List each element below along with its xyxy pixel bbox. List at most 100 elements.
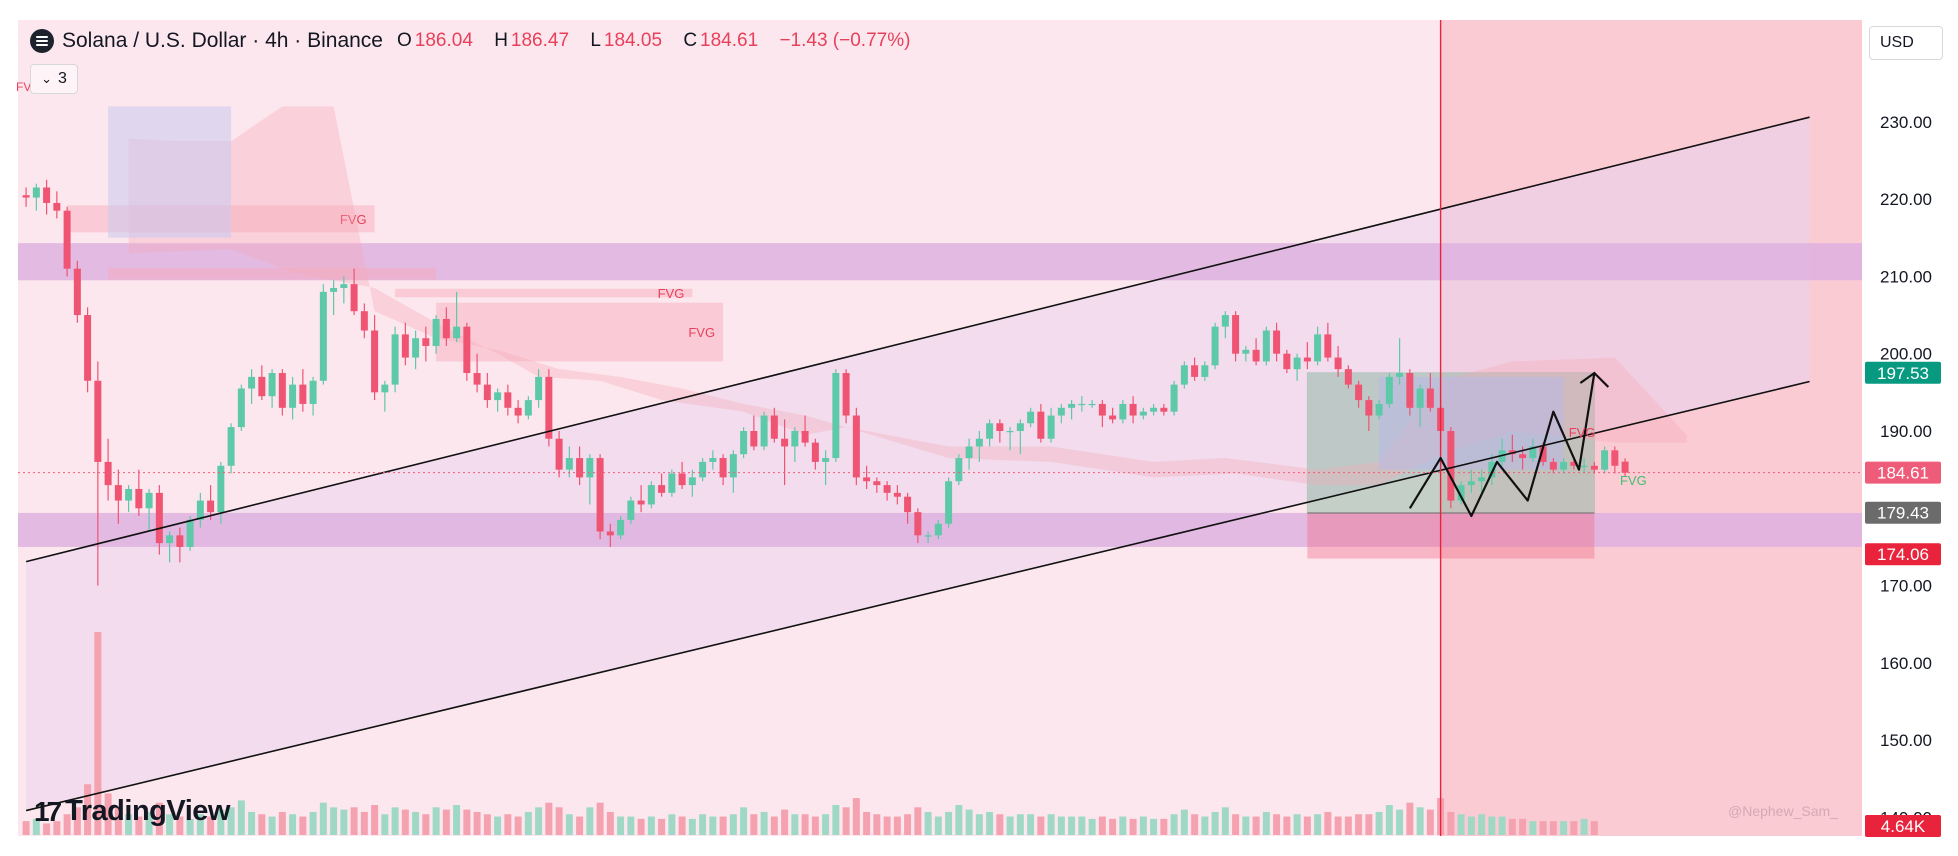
candle bbox=[1180, 365, 1188, 385]
volume-bar bbox=[699, 814, 707, 835]
volume-bar bbox=[299, 816, 307, 835]
volume-bar bbox=[1273, 814, 1281, 835]
candle bbox=[719, 458, 727, 478]
candle bbox=[453, 326, 461, 339]
candle bbox=[94, 380, 102, 462]
close-label: C bbox=[683, 30, 698, 51]
candle bbox=[586, 458, 594, 478]
volume-bar bbox=[1211, 811, 1219, 835]
candle bbox=[863, 477, 871, 482]
candle bbox=[1078, 403, 1086, 406]
price-tick-label: 150.00 bbox=[1880, 731, 1932, 750]
projection-arrowhead-icon bbox=[1579, 371, 1610, 388]
volume-bar bbox=[555, 807, 563, 835]
volume-bar bbox=[494, 816, 502, 835]
volume-bar bbox=[576, 816, 584, 835]
candle bbox=[1283, 353, 1291, 370]
volume-bar bbox=[1037, 816, 1045, 835]
upper-trendline bbox=[25, 116, 1810, 563]
candle bbox=[1529, 446, 1537, 459]
indicators-toggle-button[interactable]: ⌄ 3 bbox=[30, 64, 78, 94]
volume-bar bbox=[391, 807, 399, 835]
tradingview-logo[interactable]: 17 TradingView bbox=[34, 795, 230, 828]
volume-tag-label: 4.64K bbox=[1881, 817, 1926, 836]
candle bbox=[1252, 349, 1260, 362]
candle bbox=[668, 473, 676, 493]
volume-bar bbox=[678, 816, 686, 835]
candle bbox=[709, 458, 717, 462]
candle bbox=[340, 284, 348, 288]
volume-bar bbox=[934, 816, 942, 835]
candle bbox=[945, 481, 953, 524]
author-watermark: @Nephew_Sam_ bbox=[1728, 803, 1838, 819]
volume-bar bbox=[740, 807, 748, 835]
candle bbox=[1139, 411, 1147, 416]
candle bbox=[1242, 349, 1250, 354]
volume-bar bbox=[412, 811, 420, 835]
candle bbox=[22, 195, 30, 198]
price-tag-label: 179.43 bbox=[1877, 504, 1929, 523]
candle bbox=[1426, 388, 1434, 408]
candle bbox=[463, 326, 471, 374]
ichimoku-cloud bbox=[128, 106, 1687, 486]
candle bbox=[1037, 411, 1045, 439]
volume-bar bbox=[1006, 816, 1014, 835]
candle bbox=[975, 438, 983, 447]
volume-bar bbox=[453, 805, 461, 835]
volume-bar bbox=[596, 802, 604, 835]
candle bbox=[781, 438, 789, 447]
candle bbox=[914, 512, 922, 536]
candle bbox=[1303, 357, 1311, 362]
candle bbox=[740, 431, 748, 455]
candle bbox=[904, 496, 912, 513]
candle bbox=[1601, 450, 1609, 470]
volume-bar bbox=[1406, 802, 1414, 835]
candle bbox=[883, 485, 891, 493]
candle bbox=[1006, 431, 1014, 433]
volume-bar bbox=[709, 816, 717, 835]
candle bbox=[114, 485, 122, 501]
volume-bar bbox=[1519, 818, 1527, 835]
high-value: 186.47 bbox=[510, 30, 570, 51]
volume-bar bbox=[1375, 811, 1383, 835]
candle bbox=[401, 334, 409, 358]
candle bbox=[176, 535, 184, 547]
volume-bar bbox=[104, 793, 112, 835]
volume-bar bbox=[688, 818, 696, 835]
candle bbox=[1129, 403, 1137, 416]
volume-bar bbox=[965, 809, 973, 835]
candle bbox=[617, 519, 625, 536]
candle bbox=[166, 535, 174, 544]
candle bbox=[278, 373, 286, 408]
volume-bar bbox=[207, 816, 215, 835]
candle bbox=[1590, 465, 1598, 470]
fvg-label: FVG bbox=[1620, 473, 1647, 488]
chevron-down-icon: ⌄ bbox=[41, 71, 52, 86]
candle bbox=[658, 485, 666, 493]
symbol-title[interactable]: Solana / U.S. Dollar · 4h · Binance bbox=[62, 29, 383, 52]
volume-bar bbox=[658, 818, 666, 835]
volume-bar bbox=[1119, 816, 1127, 835]
volume-bar bbox=[32, 818, 40, 835]
volume-bar bbox=[1416, 807, 1424, 835]
price-tag bbox=[1865, 543, 1941, 566]
volume-bar bbox=[617, 816, 625, 835]
candle bbox=[514, 407, 522, 416]
volume-bar bbox=[1478, 814, 1486, 835]
candle bbox=[422, 338, 430, 346]
fvg-box bbox=[108, 267, 437, 280]
candle bbox=[237, 388, 245, 428]
candle bbox=[1324, 334, 1332, 358]
candle bbox=[84, 315, 92, 381]
currency-selector[interactable]: USD bbox=[1869, 26, 1943, 60]
volume-bar bbox=[1221, 807, 1229, 835]
candle bbox=[1406, 373, 1414, 408]
price-tick-label: 200.00 bbox=[1880, 345, 1932, 364]
volume-bar bbox=[114, 807, 122, 835]
volume-bar bbox=[822, 814, 830, 835]
chart-header: Solana / U.S. Dollar · 4h · Binance O 186… bbox=[30, 29, 910, 53]
candle bbox=[442, 318, 450, 339]
candle bbox=[1119, 403, 1127, 420]
candle bbox=[637, 500, 645, 505]
